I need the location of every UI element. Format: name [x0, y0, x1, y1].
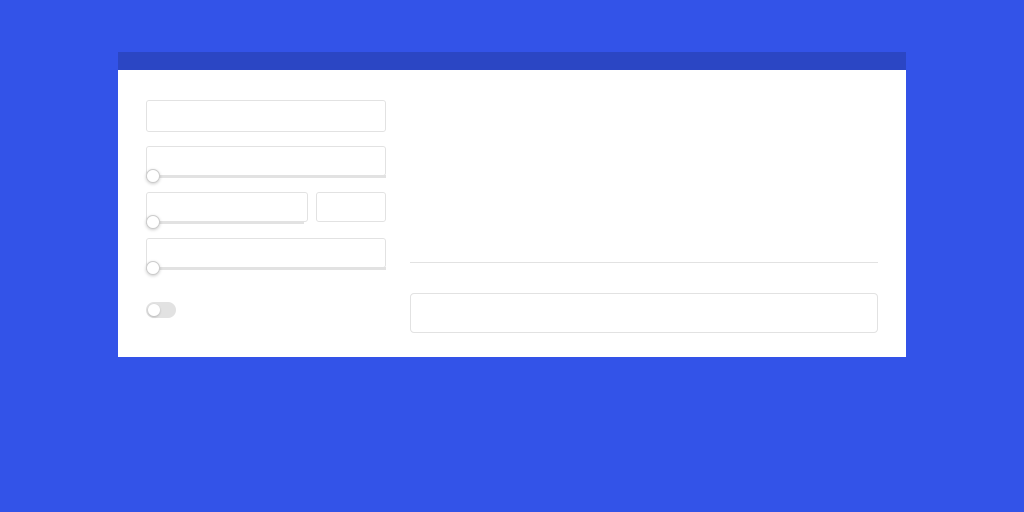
home-price-slider[interactable] [146, 175, 386, 178]
page-title [0, 0, 1024, 52]
interest-slider[interactable] [146, 267, 386, 270]
home-price-field [146, 146, 386, 178]
interest-input[interactable] [146, 238, 386, 268]
veteran-row [146, 302, 386, 318]
form-column [146, 94, 386, 333]
down-payment-slider[interactable] [146, 221, 304, 224]
down-payment-field [146, 192, 386, 224]
total-row [410, 262, 878, 273]
amortization-card [410, 293, 878, 333]
card-shadow [118, 52, 906, 70]
payment-donut-chart [579, 108, 709, 238]
down-payment-amount-input[interactable] [146, 192, 308, 222]
calculator-card [118, 70, 906, 357]
breakdown-column [410, 94, 878, 333]
donut-wrap [410, 108, 878, 238]
toggle-knob [148, 304, 160, 316]
home-price-input[interactable] [146, 146, 386, 176]
zip-input[interactable] [146, 100, 386, 132]
down-payment-percent-input[interactable] [316, 192, 386, 222]
zip-field [146, 100, 386, 132]
interest-field [146, 238, 386, 270]
veteran-toggle[interactable] [146, 302, 176, 318]
